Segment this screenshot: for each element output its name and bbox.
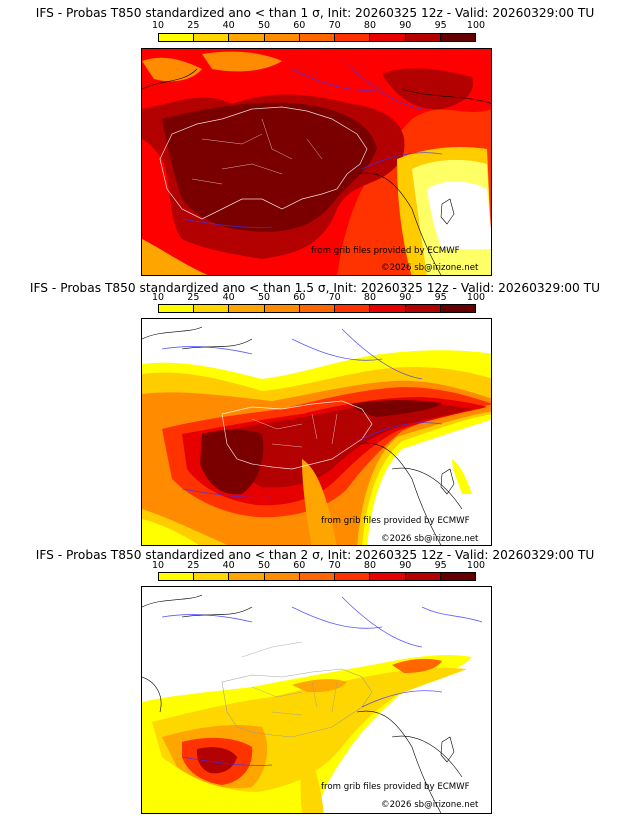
probability-map (141, 586, 492, 814)
colorbar-segment (405, 305, 441, 312)
colorbar-segment (159, 573, 195, 580)
credit-source: from grib files provided by ECMWF (321, 782, 470, 792)
colorbar-tick: 90 (399, 20, 412, 31)
colorbar-segment (405, 34, 441, 41)
panel-title: IFS - Probas T850 standardized ano < tha… (35, 6, 595, 20)
colorbar-segment (159, 305, 195, 312)
colorbar-segment (194, 305, 230, 312)
colorbar-tick: 25 (187, 560, 200, 571)
colorbar (158, 33, 476, 42)
colorbar-tick: 40 (222, 292, 235, 303)
colorbar-tick: 80 (363, 560, 377, 571)
colorbar-tick: 10 (151, 292, 165, 303)
colorbar-tick: 70 (328, 20, 341, 31)
colorbar-tick: 60 (293, 20, 306, 31)
colorbar-segment (370, 34, 406, 41)
colorbar-tick: 80 (363, 20, 377, 31)
colorbar-tick: 100 (466, 560, 486, 571)
colorbar-tick: 95 (434, 560, 447, 571)
colorbar-tick: 95 (434, 20, 447, 31)
colorbar-segment (440, 573, 475, 580)
map-panel-3: IFS - Probas T850 standardized ano < tha… (0, 548, 630, 828)
probability-map (141, 318, 492, 546)
colorbar-tick: 60 (293, 292, 306, 303)
colorbar-segment (335, 34, 371, 41)
colorbar-segment (159, 34, 195, 41)
colorbar-tick: 95 (434, 292, 447, 303)
colorbar-tick: 50 (257, 292, 271, 303)
colorbar-ticks: 10 25 40 50 60 70 80 90 95 100 (152, 20, 485, 32)
colorbar-segment (194, 573, 230, 580)
map-panel-2: IFS - Probas T850 standardized ano < tha… (0, 276, 630, 548)
credit-copyright: ©2026 sb@irizone.net (381, 534, 479, 544)
colorbar-tick: 100 (466, 20, 486, 31)
colorbar-segment (405, 573, 441, 580)
colorbar-tick: 70 (328, 292, 341, 303)
colorbar-tick: 50 (257, 560, 271, 571)
colorbar-tick: 80 (363, 292, 377, 303)
colorbar-tick: 50 (257, 20, 271, 31)
colorbar-tick: 25 (187, 20, 200, 31)
colorbar-segment (299, 305, 336, 312)
colorbar-segment (229, 305, 265, 312)
colorbar-tick: 60 (293, 560, 306, 571)
colorbar-tick: 90 (399, 560, 412, 571)
colorbar-tick: 100 (466, 292, 486, 303)
credit-copyright: ©2026 sb@irizone.net (381, 263, 479, 273)
colorbar-segment (299, 34, 336, 41)
colorbar-tick: 70 (328, 560, 341, 571)
map-panel-1: IFS - Probas T850 standardized ano < tha… (0, 0, 630, 276)
panel-title: IFS - Probas T850 standardized ano < tha… (35, 548, 595, 562)
colorbar-segment (264, 573, 300, 580)
colorbar-segment (440, 34, 475, 41)
credit-copyright: ©2026 sb@irizone.net (381, 800, 479, 810)
credit-source: from grib files provided by ECMWF (311, 246, 460, 256)
colorbar-segment (264, 34, 300, 41)
colorbar-tick: 90 (399, 292, 412, 303)
colorbar-tick: 10 (151, 20, 165, 31)
colorbar-segment (335, 573, 371, 580)
panel-title: IFS - Probas T850 standardized ano < tha… (29, 281, 601, 295)
colorbar-segment (264, 305, 300, 312)
probability-map (141, 48, 492, 276)
colorbar-segment (229, 573, 265, 580)
colorbar-tick: 40 (222, 20, 235, 31)
colorbar-ticks: 10 25 40 50 60 70 80 90 95 100 (152, 560, 485, 572)
colorbar-tick: 40 (222, 560, 235, 571)
credit-source: from grib files provided by ECMWF (321, 516, 470, 526)
colorbar-tick: 10 (151, 560, 165, 571)
colorbar-segment (229, 34, 265, 41)
colorbar (158, 304, 476, 313)
colorbar-segment (335, 305, 371, 312)
colorbar-segment (299, 573, 336, 580)
colorbar-ticks: 10 25 40 50 60 70 80 90 95 100 (152, 292, 485, 304)
colorbar-segment (440, 305, 475, 312)
colorbar-segment (194, 34, 230, 41)
colorbar-segment (370, 573, 406, 580)
colorbar (158, 572, 476, 581)
colorbar-tick: 25 (187, 292, 200, 303)
colorbar-segment (370, 305, 406, 312)
